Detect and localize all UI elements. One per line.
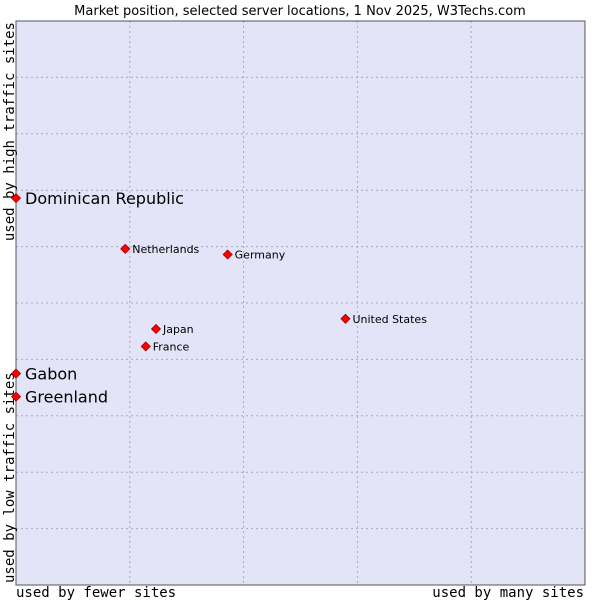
point-label-germany: Germany bbox=[235, 248, 286, 261]
data-point-united-states: United States bbox=[340, 313, 427, 326]
x-axis-label-low: used by fewer sites bbox=[16, 585, 176, 600]
plot-area bbox=[16, 21, 585, 585]
point-label-france: France bbox=[153, 340, 190, 353]
data-point-gabon: Gabon bbox=[10, 365, 77, 384]
data-points: Dominican Republic Netherlands Germany Unit… bbox=[10, 189, 427, 407]
data-point-greenland: Greenland bbox=[10, 388, 108, 407]
y-axis-label-high: used by high traffic sites bbox=[2, 22, 18, 241]
plot-frame bbox=[15, 20, 586, 586]
point-marker-united-states bbox=[340, 313, 351, 324]
grid-lines bbox=[16, 21, 585, 585]
point-label-greenland: Greenland bbox=[25, 388, 108, 407]
data-point-dominican-republic: Dominican Republic bbox=[10, 189, 184, 208]
point-label-netherlands: Netherlands bbox=[132, 243, 199, 256]
x-axis-label-high: used by many sites bbox=[432, 585, 584, 600]
chart-title: Market position, selected server locatio… bbox=[74, 4, 526, 19]
point-marker-gabon bbox=[10, 368, 22, 379]
data-point-netherlands: Netherlands bbox=[120, 243, 200, 256]
point-label-japan: Japan bbox=[162, 323, 194, 336]
point-label-gabon: Gabon bbox=[25, 365, 77, 384]
point-label-united-states: United States bbox=[352, 313, 427, 326]
point-marker-germany bbox=[222, 249, 233, 260]
point-label-dominican-republic: Dominican Republic bbox=[25, 189, 184, 208]
data-point-france: France bbox=[140, 340, 190, 353]
y-axis-label-low: used by low traffic sites bbox=[2, 372, 18, 583]
point-marker-netherlands bbox=[120, 243, 131, 254]
data-point-japan: Japan bbox=[150, 323, 194, 336]
data-point-germany: Germany bbox=[222, 248, 286, 261]
point-marker-france bbox=[140, 341, 151, 352]
point-marker-greenland bbox=[10, 391, 22, 402]
point-marker-dominican-republic bbox=[10, 193, 22, 204]
point-marker-japan bbox=[150, 323, 162, 335]
